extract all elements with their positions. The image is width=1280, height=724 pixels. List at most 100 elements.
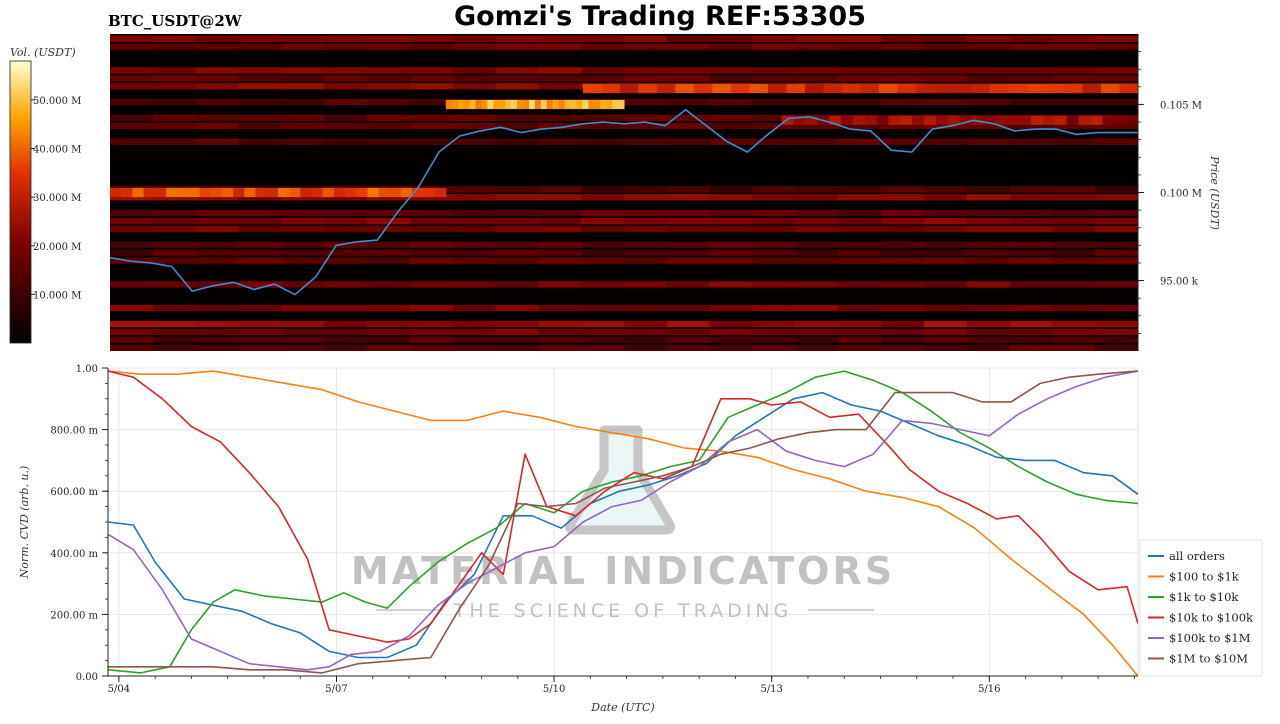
heatmap-cell bbox=[152, 305, 197, 312]
heatmap-cell bbox=[624, 225, 668, 233]
heatmap-wall-cell bbox=[767, 84, 787, 94]
heatmap-cell bbox=[966, 241, 1010, 248]
heatmap-wall-cell bbox=[594, 99, 601, 110]
heatmap-cell bbox=[238, 217, 282, 225]
heatmap-cell bbox=[409, 67, 454, 74]
heatmap-cell bbox=[624, 217, 668, 225]
cvd-y-tick-label: 600.00 m bbox=[50, 487, 98, 498]
heatmap-cell bbox=[752, 114, 796, 122]
heatmap-cell bbox=[238, 67, 282, 74]
heatmap-cell bbox=[838, 344, 882, 351]
heatmap-cell bbox=[110, 336, 154, 343]
heatmap-cell bbox=[152, 99, 197, 106]
heatmap-cell bbox=[238, 122, 282, 130]
heatmap-cell bbox=[1095, 35, 1138, 42]
heatmap-cell bbox=[452, 186, 496, 193]
heatmap-wall-cell bbox=[540, 99, 548, 110]
heatmap-wall-cell bbox=[947, 115, 961, 125]
heatmap-cell bbox=[452, 43, 496, 50]
heatmap-cell bbox=[452, 344, 496, 351]
heatmap-cell bbox=[752, 43, 796, 50]
heatmap-cell bbox=[538, 75, 582, 82]
heatmap-cell bbox=[666, 305, 711, 312]
heatmap-cell bbox=[281, 83, 325, 90]
heatmap-cell bbox=[538, 122, 582, 130]
heatmap-cell bbox=[281, 281, 325, 288]
heatmap-cell bbox=[709, 138, 753, 145]
heatmap-cell bbox=[238, 83, 282, 90]
heatmap-cell bbox=[367, 99, 411, 106]
heatmap-cell bbox=[367, 305, 411, 312]
heatmap-wall-cell bbox=[606, 99, 613, 110]
heatmap-wall-cell bbox=[600, 99, 607, 110]
heatmap-cell bbox=[1009, 186, 1053, 193]
heatmap-cell bbox=[110, 99, 154, 106]
heatmap-cell bbox=[1095, 43, 1138, 50]
legend-label: $100 to $1k bbox=[1169, 570, 1240, 584]
heatmap-cell bbox=[709, 281, 753, 288]
price-tick-label: 0.100 M bbox=[1160, 189, 1202, 200]
heatmap-cell bbox=[409, 43, 454, 50]
heatmap-cell bbox=[709, 209, 753, 217]
heatmap-cell bbox=[324, 99, 368, 106]
heatmap-cell bbox=[367, 194, 411, 201]
heatmap-cell bbox=[666, 43, 711, 50]
heatmap-cell bbox=[1095, 122, 1138, 130]
heatmap-cell bbox=[581, 217, 625, 225]
heatmap-cell bbox=[538, 225, 582, 233]
heatmap-wall-cell bbox=[1054, 115, 1068, 125]
heatmap-cell bbox=[923, 249, 968, 256]
heatmap-cell bbox=[367, 67, 411, 74]
heatmap-cell bbox=[1052, 43, 1096, 50]
heatmap-cell bbox=[1095, 320, 1138, 328]
heatmap-cell bbox=[152, 122, 197, 130]
cvd-y-tick-label: 1.00 bbox=[76, 364, 98, 375]
heatmap-wall-cell bbox=[469, 99, 476, 110]
heatmap-cell bbox=[238, 225, 282, 233]
watermark-line2: THE SCIENCE OF TRADING bbox=[453, 600, 793, 622]
heatmap-cell bbox=[324, 344, 368, 351]
heatmap-cell bbox=[881, 241, 925, 248]
heatmap-wall-cell bbox=[1019, 115, 1032, 125]
heatmap-cell bbox=[752, 75, 796, 82]
heatmap-wall-cell bbox=[618, 99, 625, 110]
cvd-grid bbox=[108, 367, 1138, 677]
heatmap-cell bbox=[795, 99, 839, 106]
heatmap-cell bbox=[367, 83, 411, 90]
heatmap-cell bbox=[452, 83, 496, 90]
heatmap-wall-cell bbox=[166, 187, 178, 198]
heatmap-cell bbox=[367, 75, 411, 82]
cvd-ylabel: Norm. CVD (arb. u.) bbox=[18, 466, 31, 580]
heatmap-cell bbox=[1095, 75, 1138, 82]
heatmap-cell bbox=[110, 305, 154, 312]
heatmap-cell bbox=[881, 217, 925, 225]
heatmap-cell bbox=[324, 43, 368, 50]
heatmap-cell bbox=[1009, 320, 1053, 328]
heatmap-cell bbox=[195, 328, 239, 336]
heatmap-cell bbox=[452, 305, 496, 312]
heatmap-cell bbox=[709, 320, 753, 328]
heatmap-cell bbox=[281, 67, 325, 74]
heatmap-cell bbox=[709, 225, 753, 233]
heatmap-cell bbox=[195, 67, 239, 74]
heatmap-cell bbox=[538, 320, 582, 328]
heatmap-cell bbox=[624, 138, 668, 145]
heatmap-cell bbox=[624, 43, 668, 50]
heatmap-cell bbox=[152, 209, 197, 217]
heatmap-cell bbox=[966, 328, 1010, 336]
heatmap-wall-cell bbox=[389, 187, 402, 198]
heatmap-cell bbox=[324, 336, 368, 343]
heatmap-cell bbox=[624, 122, 668, 130]
heatmap-cell bbox=[452, 241, 496, 248]
heatmap-cell bbox=[409, 336, 454, 343]
heatmap-cell bbox=[581, 75, 625, 82]
heatmap-cell bbox=[624, 281, 668, 288]
chart-title: Gomzi's Trading REF:53305 bbox=[454, 1, 866, 32]
heatmap-cell bbox=[238, 320, 282, 328]
heatmap-wall-cell bbox=[434, 187, 447, 198]
colorbar-tick-label: 30.000 M bbox=[33, 193, 81, 204]
heatmap-wall-cell bbox=[564, 99, 571, 110]
heatmap-wall-cell bbox=[1007, 115, 1020, 125]
cvd-x-tick-label: 5/07 bbox=[325, 684, 347, 695]
heatmap-cell bbox=[1052, 122, 1096, 130]
